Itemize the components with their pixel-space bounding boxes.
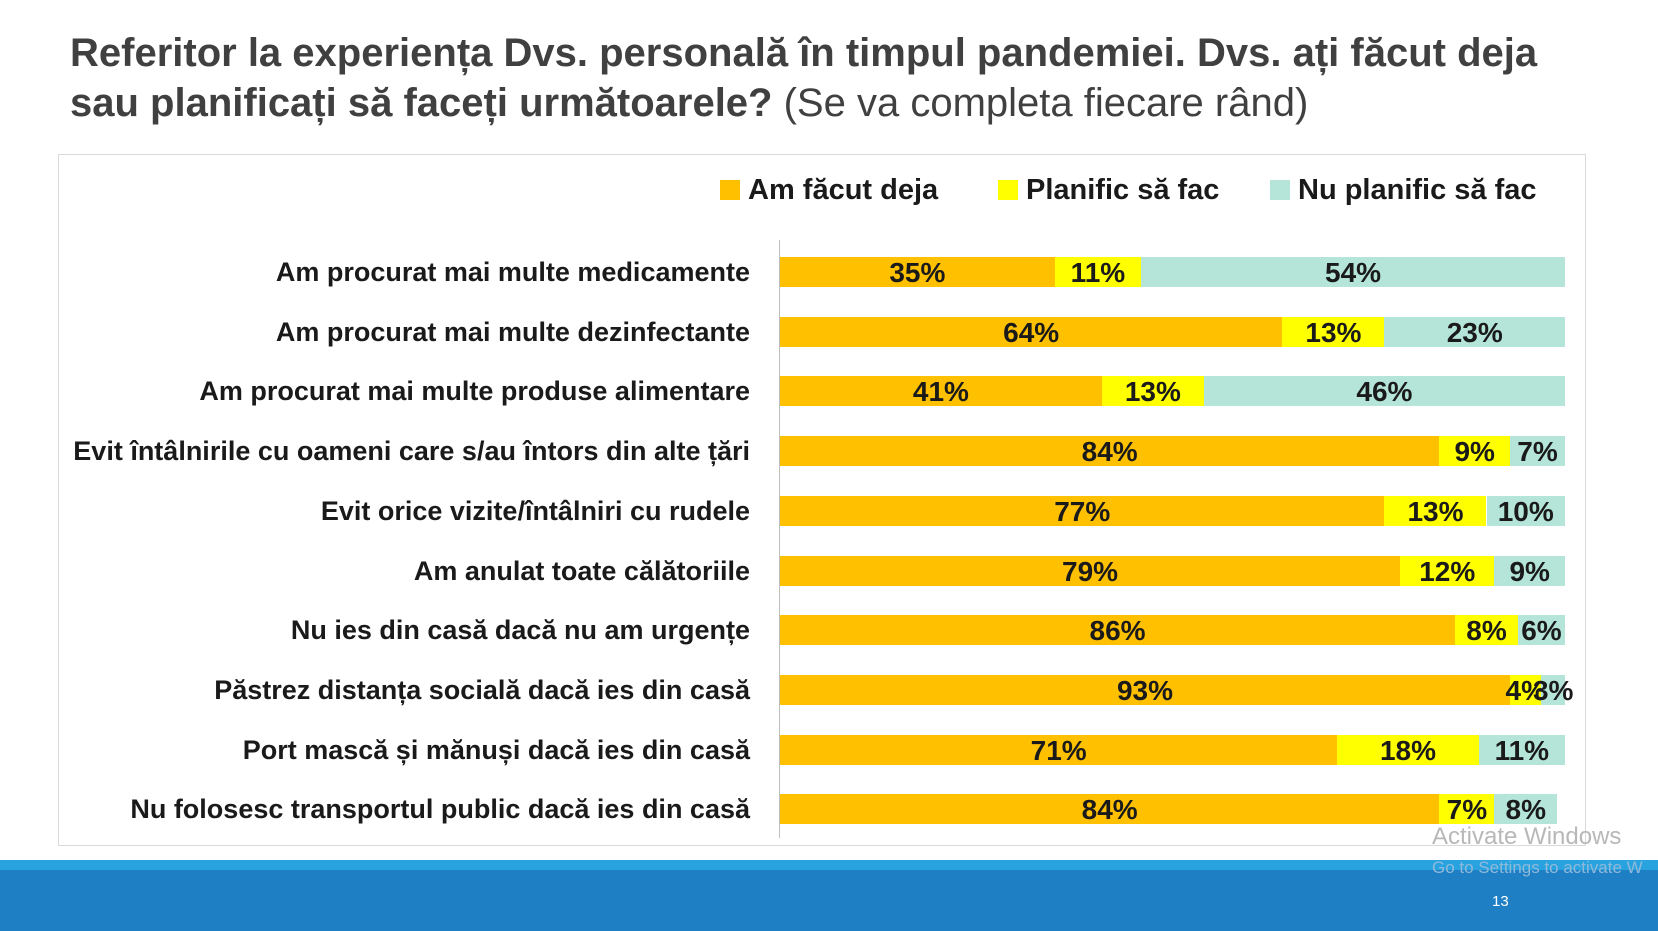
bar-segment-no-plan [1541,674,1565,705]
bar-segment-no-plan [1517,615,1565,646]
data-label-done: 84% [1081,436,1138,468]
category-label: Nu ies din casă dacă nu am urgențe [290,615,750,646]
bar-segment-no-plan [1384,316,1565,347]
footer-band [0,870,1658,931]
category-label: Am procurat mai multe medicamente [275,257,750,287]
bar-segment-no-plan [1486,495,1565,526]
category-label: Păstrez distanța socială dacă ies din ca… [214,674,750,705]
bar-segment-plan [1282,316,1385,347]
legend-item-plan: Planific să fac [998,170,1219,210]
bar-segment-done [780,436,1440,467]
data-label-done: 35% [889,257,946,288]
data-label-plan: 13% [1305,316,1362,348]
data-label-no-plan: 46% [1356,376,1413,408]
bar-segment-done [780,257,1055,287]
bar-segment-done [780,794,1440,825]
data-label-plan: 7% [1446,794,1488,826]
watermark-line-2: Go to Settings to activate W [1432,858,1643,877]
page-number: 13 [1492,893,1509,910]
bar-segment-plan [1439,436,1511,467]
bar-segment-no-plan [1510,436,1565,467]
data-label-done: 84% [1081,794,1138,826]
data-label-plan: 18% [1379,734,1437,766]
data-label-done: 71% [1030,734,1087,766]
data-label-no-plan: 8% [1505,794,1546,826]
data-label-plan: 8% [1466,615,1507,647]
bar-segment-done [780,376,1102,407]
slide-title: Referitor la experiența Dvs. personală î… [70,28,1610,128]
bar-segment-done [780,734,1338,765]
data-label-no-plan: 9% [1509,555,1550,587]
category-label: Am anulat toate călătoriile [413,555,750,586]
data-label-done: 86% [1089,615,1146,647]
bar-segment-plan [1510,674,1542,705]
data-label-no-plan: 7% [1517,436,1558,468]
category-label: Nu folosesc transportul public dacă ies … [130,794,750,825]
bar-segment-no-plan [1203,376,1565,407]
category-label: Am procurat mai multe produse alimentare [199,376,750,407]
category-axis-line [779,240,780,838]
data-label-done: 93% [1116,674,1174,706]
bar-segment-plan [1455,615,1518,646]
footer-band-light [0,860,1658,870]
bar-segment-no-plan [1494,794,1558,825]
data-label-plan: 9% [1454,436,1495,468]
bar-segment-plan [1337,734,1479,765]
data-label-done: 41% [912,376,969,408]
bar-segment-done [780,495,1385,526]
legend-label-done: Am făcut deja [748,173,939,206]
bar-segment-no-plan [1141,257,1565,287]
legend-label-plan: Planific să fac [1026,173,1220,206]
bar-segment-plan [1101,376,1204,407]
data-label-no-plan: 54% [1325,257,1382,288]
data-label-plan: 12% [1419,555,1476,587]
category-label: Evit întâlnirile cu oameni care s/au înt… [73,436,750,467]
bar-segment-plan [1054,257,1142,287]
bar-segment-plan [1400,555,1495,586]
legend-label-no-plan: Nu planific să fac [1298,173,1537,206]
title-question: Referitor la experiența Dvs. personală î… [70,31,1538,125]
data-label-done: 64% [1003,316,1060,348]
data-label-no-plan: 10% [1497,495,1554,527]
data-label-plan: 11% [1070,257,1126,288]
watermark-line-1: Activate Windows [1432,823,1622,850]
data-label-plan: 4% [1505,674,1546,706]
legend-item-done: Am făcut deja [720,170,938,210]
data-label-no-plan: 6% [1521,615,1562,647]
bar-segment-done [780,615,1456,646]
category-label: Port mască și mănuși dacă ies din casă [242,734,750,765]
legend-swatch-plan [998,180,1018,200]
legend-swatch-done [720,180,740,200]
data-label-no-plan: 23% [1446,316,1503,348]
bar-segment-done [780,674,1511,705]
category-label: Evit orice vizite/întâlniri cu rudele [320,495,750,526]
data-label-no-plan: 11% [1494,734,1550,766]
data-label-no-plan: 3% [1532,674,1574,706]
data-label-done: 77% [1054,495,1111,527]
bar-segment-done [780,316,1283,347]
bar-segment-no-plan [1494,555,1565,586]
data-label-plan: 13% [1407,495,1464,527]
legend-item-no-plan: Nu planific să fac [1270,170,1537,210]
legend-swatch-no-plan [1270,180,1290,200]
title-note: (Se va completa fiecare rând) [783,81,1309,125]
category-label: Am procurat mai multe dezinfectante [275,316,750,347]
data-label-done: 79% [1062,555,1119,587]
data-label-plan: 13% [1124,376,1181,408]
bar-segment-plan [1439,794,1495,825]
bar-segment-no-plan [1478,734,1565,765]
bar-segment-plan [1384,495,1487,526]
bar-segment-done [780,555,1401,586]
